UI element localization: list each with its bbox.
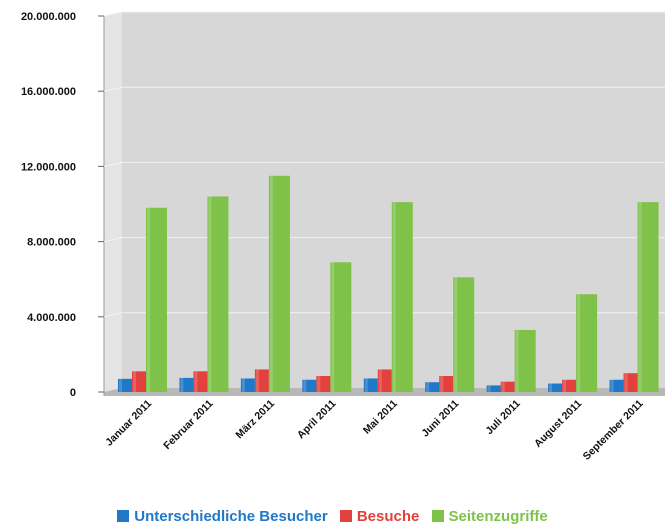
bar-page-views [207,196,229,392]
x-tick-label: März 2011 [233,398,277,442]
bar-page-views [268,175,290,392]
legend-label: Besuche [356,508,420,525]
bars [118,175,659,392]
bar-highlight [624,373,628,392]
gridline-wall [103,86,123,92]
bar-unique-visitors [179,377,194,392]
bar-visits [562,379,577,392]
bar-visits [193,371,208,392]
gridline-wall [103,161,123,167]
y-tick-label: 20.000.000 [21,11,76,23]
bar-highlight [501,381,505,392]
legend-swatch [339,510,352,522]
bar-highlight [364,378,368,392]
bar-unique-visitors [302,379,317,392]
bar-highlight [119,378,122,392]
x-tick-label: Juni 2011 [419,398,461,440]
x-axis-ticks: Januar 2011 Februar 2011 März 2011 April 20… [103,398,646,463]
bar-page-views [391,202,413,392]
legend-item-visits: Besuche [339,508,420,525]
x-tick-label: Juli 2011 [483,398,523,438]
bar-highlight [563,379,567,392]
bar-highlight [378,369,382,392]
gridline-wall [103,237,123,243]
bar-visits [439,376,454,392]
x-tick-label: Februar 2011 [161,398,215,452]
x-tick-label: April 2011 [295,398,339,442]
legend-swatch [431,510,444,522]
y-tick-label: 16.000.000 [21,86,76,98]
bar-visits [377,369,392,392]
bar-unique-visitors [486,385,501,392]
gridline-wall [103,11,123,17]
y-tick-label: 4.000.000 [27,312,76,324]
bar-highlight [269,175,273,392]
x-tick-label: Januar 2011 [103,398,154,449]
bar-highlight [392,202,396,392]
x-tick-label: August 2011 [532,398,584,450]
bar-page-views [576,294,598,392]
legend-swatch [117,510,130,522]
bar-highlight [317,376,321,392]
bar-highlight [487,385,491,392]
bar-highlight [638,202,642,392]
bar-highlight [610,379,614,392]
bar-highlight [515,329,519,392]
plot-side-wall [104,12,122,394]
legend-item-unique-visitors: Unterschiedliche Besucher [117,508,328,525]
x-tick-label: Mai 2011 [361,398,400,437]
bar-visits [132,371,146,392]
bar-unique-visitors [240,378,255,392]
bar-highlight [147,207,150,392]
bar-unique-visitors [118,378,132,392]
bar-page-views [330,262,352,392]
bar-highlight [440,376,444,392]
bar-highlight [577,294,581,392]
bar-page-views [637,202,659,392]
bar-page-views [146,207,167,392]
legend: Unterschiedliche Besucher Besuche Seiten… [0,508,665,525]
bar-highlight [331,262,335,392]
y-tick-label: 12.000.000 [21,161,76,173]
y-tick-label: 0 [70,387,76,399]
legend-item-page-views: Seitenzugriffe [431,508,548,525]
x-tick-label: September 2011 [581,398,646,463]
bar-highlight [208,196,212,392]
bar-visits [254,369,269,392]
bar-unique-visitors [548,383,563,392]
bar-visits [500,381,515,392]
bar-highlight [426,382,430,392]
y-axis-ticks: 0 4.000.000 8.000.000 12.000.000 16.000.000 2… [21,11,76,399]
legend-label: Unterschiedliche Besucher [134,508,328,525]
bar-visits [623,373,638,392]
bar-highlight [454,277,458,392]
bar-highlight [194,371,198,392]
bar-highlight [255,369,259,392]
bar-unique-visitors [363,378,378,392]
bar-highlight [303,379,307,392]
bar-page-views [514,329,536,392]
bar-page-views [453,277,475,392]
bar-unique-visitors [609,379,624,392]
bar-highlight [241,378,245,392]
bar-unique-visitors [425,382,440,392]
legend-label: Seitenzugriffe [448,508,548,525]
bar-visits [316,376,331,392]
bar-highlight [133,371,136,392]
y-tick-label: 8.000.000 [27,237,76,249]
gridline-wall [103,312,123,318]
bar-highlight [549,383,553,392]
bar-highlight [180,377,184,392]
